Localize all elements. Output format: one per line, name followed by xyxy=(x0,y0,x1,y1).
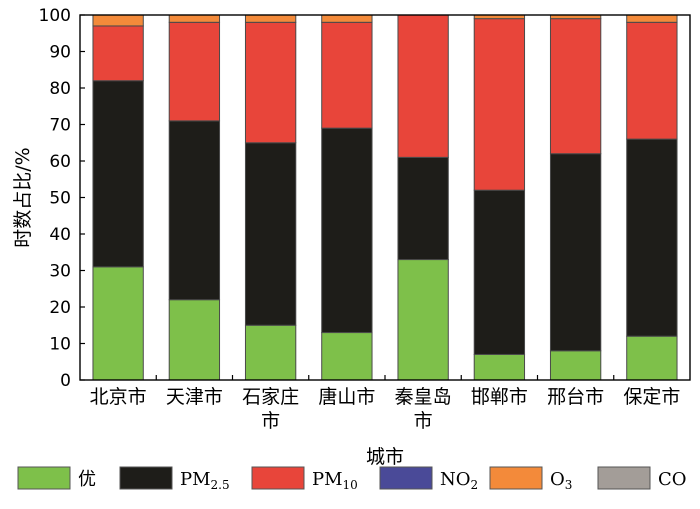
bar-segment xyxy=(168,14,221,23)
bar-segment xyxy=(473,353,526,381)
y-tick-label: 70 xyxy=(49,116,71,136)
x-tick-label: 唐山市 xyxy=(318,386,375,408)
legend-label: PM10 xyxy=(312,469,358,492)
x-tick-label: 邯郸市 xyxy=(471,386,528,408)
bar-segment xyxy=(626,138,678,337)
y-tick-label: 80 xyxy=(49,79,71,99)
y-tick-label: 60 xyxy=(49,152,71,172)
bar-segment xyxy=(626,335,678,381)
bar-segment xyxy=(92,80,144,268)
bar-segment xyxy=(244,21,297,144)
x-tick-label: 邢台市 xyxy=(547,386,604,408)
y-tick-label: 50 xyxy=(49,189,71,209)
y-tick-label: 20 xyxy=(49,298,71,318)
legend-swatch xyxy=(379,466,433,490)
bar-segment xyxy=(168,120,221,301)
bar-segment xyxy=(321,127,373,334)
bar-segment xyxy=(244,14,297,23)
bar-segment xyxy=(92,14,144,27)
bar-segment xyxy=(92,266,144,381)
legend-swatch xyxy=(597,466,651,490)
bar-segment xyxy=(549,350,602,381)
legend-swatch xyxy=(119,466,173,490)
y-tick-label: 90 xyxy=(49,43,71,63)
y-tick-label: 0 xyxy=(60,371,71,391)
bar-segment xyxy=(473,18,526,191)
legend-label: NO2 xyxy=(440,469,478,492)
bar-segment xyxy=(244,142,297,326)
bar-segment xyxy=(626,14,678,23)
bar-segment xyxy=(626,21,678,140)
legend: 优 PM2.5 PM10 NO2 O3 CO xyxy=(17,466,687,492)
x-tick-label: 天津市 xyxy=(166,386,223,408)
bar-segment xyxy=(473,189,526,355)
y-tick-label: 40 xyxy=(49,225,71,245)
bar-segment xyxy=(397,259,449,381)
bar-segment xyxy=(168,299,221,381)
legend-swatch xyxy=(17,466,71,490)
bars-layer xyxy=(92,14,678,381)
legend-swatch xyxy=(489,466,543,490)
bar-segment xyxy=(244,324,297,381)
bar-segment xyxy=(549,153,602,352)
bar-segment xyxy=(168,21,221,122)
bar-segment xyxy=(397,14,449,158)
bar-segment xyxy=(321,14,373,23)
x-tick-label: 保定市 xyxy=(623,386,680,408)
x-tick-label: 秦皇岛 xyxy=(395,386,452,408)
legend-label: CO xyxy=(658,469,687,490)
bar-segment xyxy=(321,21,373,129)
x-axis-title: 城市 xyxy=(366,446,404,468)
y-tick-label: 100 xyxy=(39,6,71,26)
bar-segment xyxy=(321,332,373,381)
y-tick-label: 10 xyxy=(49,335,71,355)
legend-label: 优 xyxy=(78,469,96,490)
bar-segment xyxy=(549,18,602,155)
bar-segment xyxy=(397,156,449,261)
x-tick-label: 石家庄 xyxy=(242,386,299,408)
x-tick-label: 市 xyxy=(261,410,280,432)
legend-swatch xyxy=(251,466,305,490)
y-tick-label: 30 xyxy=(49,262,71,282)
legend-label: PM2.5 xyxy=(180,469,230,492)
bar-segment xyxy=(92,25,144,82)
x-tick-label: 北京市 xyxy=(90,386,147,408)
x-tick-label: 市 xyxy=(414,410,433,432)
y-axis-title: 时数占比/% xyxy=(12,147,34,247)
legend-label: O3 xyxy=(550,469,572,492)
